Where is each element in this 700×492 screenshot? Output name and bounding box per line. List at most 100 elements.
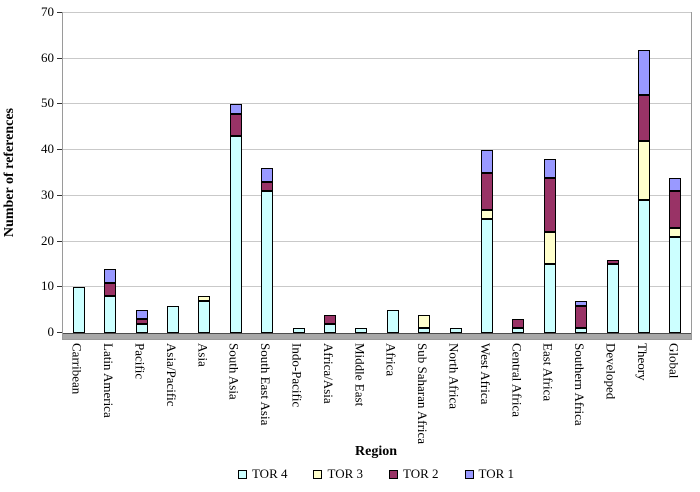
x-axis-category-label: Middle East: [352, 343, 368, 407]
bar-segment: [637, 200, 650, 333]
gridline: [63, 103, 691, 105]
bar-segment: [606, 259, 619, 265]
y-axis-tick-label: 20: [41, 232, 54, 248]
x-axis-category-label: Pacific: [132, 343, 148, 380]
bar-segment: [637, 49, 650, 96]
bar-segment: [135, 319, 148, 324]
bar-segment: [480, 150, 493, 173]
x-axis-category-label: Africa/Asia: [320, 343, 336, 404]
bar-segment: [229, 104, 242, 114]
bar-segment: [637, 95, 650, 141]
bar-segment: [575, 301, 588, 306]
bar-segment: [637, 141, 650, 201]
chart-floor: [63, 333, 691, 339]
y-axis-tick-label: 40: [41, 141, 54, 157]
bar-segment: [480, 173, 493, 210]
bar-segment: [386, 310, 399, 333]
y-axis-tick-mark: [57, 149, 62, 151]
bar-segment: [198, 296, 211, 301]
bar-segment: [261, 182, 274, 192]
y-axis-tick-mark: [57, 12, 62, 13]
bar-segment: [135, 323, 148, 333]
x-axis-category-label: Asia/Pacific: [163, 343, 179, 407]
bar-segment: [292, 328, 305, 333]
bar-segment: [355, 328, 368, 333]
legend-item: TOR 3: [313, 466, 363, 482]
x-axis-category-label: Latin America: [101, 343, 117, 418]
bar-segment: [512, 328, 525, 333]
y-axis-tick-mark: [57, 286, 62, 288]
gridline: [63, 12, 691, 13]
y-axis-tick-mark: [57, 194, 62, 196]
x-axis-category-label: Asia: [195, 343, 211, 367]
y-axis-tick-label: 10: [41, 278, 54, 294]
legend-item: TOR 4: [237, 466, 288, 482]
bar-segment: [198, 301, 211, 333]
y-axis-title: Number of references: [2, 108, 17, 238]
bar-segment: [543, 264, 556, 333]
x-axis-category-label: South East Asia: [258, 343, 274, 426]
x-axis-category-label: Central Africa: [509, 343, 525, 417]
bar-segment: [104, 282, 117, 297]
x-axis-category-label: Indo-Pacific: [289, 343, 305, 408]
bar-segment: [323, 323, 336, 333]
bar-segment: [575, 328, 588, 333]
y-axis-tick-label: 70: [41, 4, 54, 19]
bar-segment: [512, 319, 525, 329]
x-axis-category-label: North Africa: [446, 343, 462, 410]
x-axis-category-label: South Asia: [226, 343, 242, 400]
bar-segment: [606, 264, 619, 333]
x-axis-category-label: Africa: [383, 343, 399, 377]
legend-label: TOR 3: [327, 466, 363, 481]
legend-item: TOR 2: [389, 466, 439, 482]
y-axis-tick-label: 50: [41, 95, 54, 111]
bar-segment: [261, 191, 274, 333]
bar-segment: [543, 232, 556, 265]
bar-segment: [135, 310, 148, 320]
gridline: [63, 149, 691, 151]
bar-segment: [72, 287, 85, 333]
legend-swatch-tor-3: [313, 469, 323, 479]
x-axis-category-label: Carribean: [69, 343, 85, 395]
legend-item: TOR 1: [464, 466, 514, 482]
bar-segment: [418, 328, 431, 333]
bar-segment: [575, 305, 588, 329]
bar-segment: [480, 218, 493, 333]
x-axis-category-label: West Africa: [477, 343, 493, 405]
bar-segment: [166, 305, 179, 333]
gridline: [63, 286, 691, 288]
y-axis-tick-label: 0: [47, 324, 55, 339]
gridline: [63, 194, 691, 196]
x-axis-title: Region: [355, 444, 397, 459]
bar-segment: [104, 269, 117, 283]
y-axis-tick-mark: [57, 332, 62, 333]
bar-segment: [480, 209, 493, 219]
x-axis-category-label: East Africa: [540, 343, 556, 402]
legend-label: TOR 2: [403, 466, 439, 481]
bar-segment: [449, 328, 462, 333]
x-axis-category-label: Southern Africa: [572, 343, 588, 426]
bar-segment: [418, 314, 431, 329]
y-axis-tick-mark: [57, 57, 62, 59]
bar-segment: [543, 159, 556, 178]
bar-segment: [669, 191, 682, 228]
legend-swatch-tor-2: [389, 469, 398, 479]
bar-segment: [104, 296, 117, 333]
x-axis-category-label: Global: [666, 343, 682, 379]
gridline: [63, 240, 691, 242]
legend: TOR 4 TOR 3 TOR 2 TOR 1: [62, 466, 690, 482]
x-axis-category-label: Sub Saharan Africa: [415, 343, 431, 445]
y-axis-tick-label: 30: [41, 186, 54, 202]
y-axis-tick-label: 60: [41, 49, 54, 65]
y-axis-tick-mark: [57, 103, 62, 105]
bar-segment: [229, 113, 242, 137]
plot-area: [62, 12, 692, 340]
legend-label: TOR 4: [251, 466, 288, 481]
legend-swatch-tor-4: [237, 469, 247, 479]
y-axis-tick-mark: [57, 240, 62, 242]
bar-segment: [543, 177, 556, 233]
bar-segment: [323, 314, 336, 324]
gridline: [63, 57, 691, 59]
bar-segment: [669, 227, 682, 237]
